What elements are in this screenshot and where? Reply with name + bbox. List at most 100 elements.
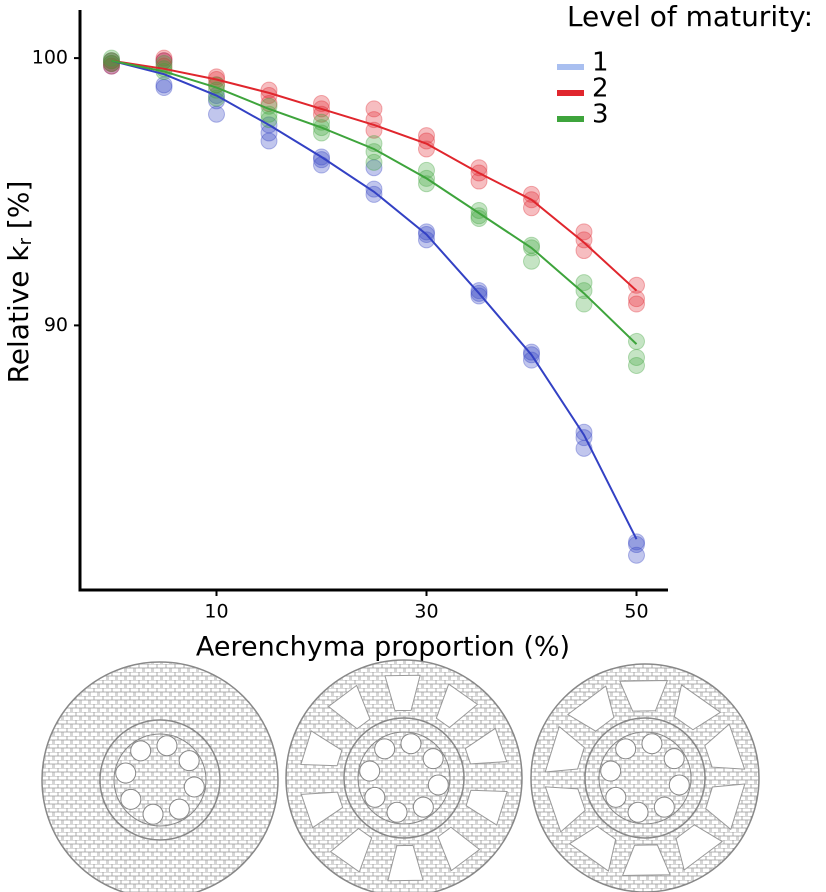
aerenchyma-gap: [384, 674, 421, 712]
fit-line: [111, 59, 638, 292]
xylem-vessel: [663, 748, 685, 770]
xylem-vessel: [115, 762, 137, 784]
xylem-vessel: [653, 796, 675, 818]
endodermis: [99, 719, 221, 841]
data-point: [365, 185, 383, 203]
x-tick-label: 50: [624, 601, 648, 623]
xylem-vessel: [627, 801, 649, 823]
data-point: [313, 156, 330, 174]
data-point: [470, 201, 488, 219]
data-point: [365, 159, 383, 177]
aerenchyma-gap: [569, 825, 617, 872]
data-point: [628, 348, 645, 366]
aerenchyma-gap: [619, 680, 668, 712]
aerenchyma-gap: [300, 791, 344, 829]
xylem-vessel: [427, 774, 449, 796]
data-point: [155, 79, 173, 97]
data-point: [575, 242, 593, 260]
data-point: [523, 351, 540, 369]
xylem-vessel: [183, 776, 205, 798]
aerenchyma-gap: [435, 683, 478, 728]
aerenchyma-gap: [387, 844, 424, 882]
xylem-vessel: [605, 786, 627, 808]
data-point: [628, 356, 645, 374]
data-point: [155, 76, 173, 94]
aerenchyma-gap: [704, 723, 746, 770]
aerenchyma-gap: [330, 828, 373, 873]
y-label-sub: r: [15, 237, 36, 245]
endodermis: [343, 717, 465, 839]
xylem-vessel: [600, 760, 622, 782]
xylem-vessel: [641, 733, 663, 755]
xylem-vessel: [359, 760, 381, 782]
data-point: [523, 343, 540, 361]
data-point: [365, 153, 383, 171]
cross-section: [530, 663, 760, 892]
legend-title: Level of maturity:: [567, 0, 813, 33]
data-point: [575, 439, 593, 457]
data-point: [575, 282, 593, 300]
aerenchyma-gap: [567, 685, 615, 732]
xylem-vessel: [130, 740, 152, 762]
data-point: [418, 223, 435, 241]
xylem-vessel: [668, 774, 690, 796]
stele-ring: [598, 731, 692, 825]
data-point: [628, 533, 645, 551]
aerenchyma-gap: [675, 824, 723, 871]
xylem-vessel: [156, 735, 178, 757]
y-tick-label: 90: [44, 314, 68, 336]
y-tick-label: 100: [32, 47, 68, 69]
aerenchyma-gap: [544, 786, 586, 833]
xylem-vessel: [178, 750, 200, 772]
xylem-vessel: [120, 788, 142, 810]
cross-sections: [41, 659, 760, 892]
xylem-vessel: [374, 738, 396, 760]
fit-line: [111, 59, 638, 345]
data-point: [418, 231, 435, 249]
xylem-vessel: [400, 733, 422, 755]
xylem-vessel: [142, 803, 164, 825]
data-point: [523, 252, 540, 270]
cross-section: [41, 661, 279, 892]
data-point: [523, 236, 540, 254]
data-point: [260, 132, 278, 150]
data-point: [470, 207, 488, 225]
data-point: [470, 287, 488, 305]
data-point: [575, 223, 593, 241]
data-point: [628, 290, 645, 308]
aerenchyma-gap: [673, 684, 721, 731]
data-point: [575, 231, 593, 249]
aerenchyma-gap: [544, 726, 585, 773]
endodermis: [584, 717, 706, 839]
xylem-vessel: [422, 748, 444, 770]
legend-label: 1: [592, 48, 609, 78]
aerenchyma-gap: [622, 844, 671, 876]
x-tick-label: 10: [204, 601, 228, 623]
data-point: [628, 276, 645, 294]
data-point: [470, 282, 488, 300]
cross-section: [285, 659, 523, 892]
x-tick-label: 30: [414, 601, 438, 623]
plot-area: 90 100 10 30 50 123: [32, 10, 668, 623]
stele-ring: [113, 733, 207, 827]
y-axis-label: Relative kr [%]: [2, 181, 36, 384]
data-point: [575, 295, 593, 313]
data-point: [155, 49, 173, 67]
legend-label: 3: [592, 100, 609, 130]
xylem-vessel: [364, 786, 386, 808]
data-point: [628, 536, 645, 554]
aerenchyma-gap: [705, 783, 746, 830]
data-point: [628, 295, 645, 313]
legend-label: 2: [592, 74, 609, 104]
aerenchyma-gap: [464, 727, 508, 765]
aerenchyma-gap: [465, 789, 508, 826]
y-label-suffix: [%]: [2, 181, 35, 238]
y-label-main: Relative k: [2, 245, 35, 384]
data-point: [628, 332, 645, 350]
aerenchyma-gap: [300, 730, 343, 767]
stele-ring: [357, 731, 451, 825]
xylem-vessel: [615, 738, 637, 760]
x-axis-label: Aerenchyma proportion (%): [196, 632, 570, 663]
fit-line: [111, 59, 638, 540]
data-point: [628, 546, 645, 564]
